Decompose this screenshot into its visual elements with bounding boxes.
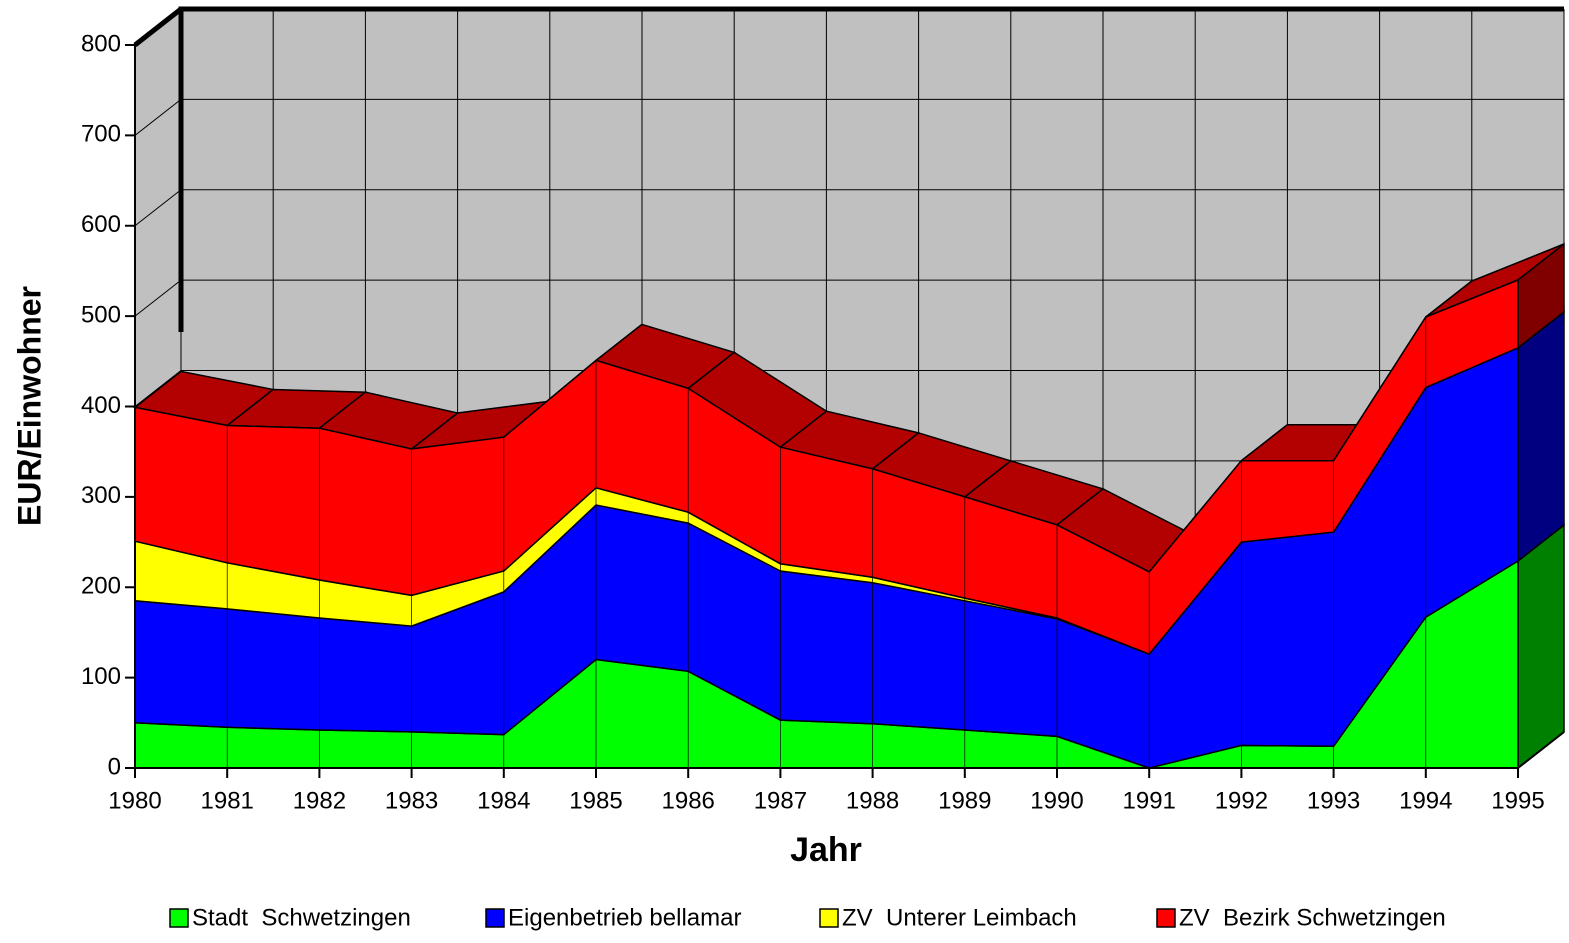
y-tick-label: 600 — [81, 211, 121, 238]
y-tick-label: 800 — [81, 30, 121, 57]
y-tick-label: 0 — [108, 753, 121, 780]
y-tick-label: 700 — [81, 121, 121, 148]
y-tick-label: 300 — [81, 482, 121, 509]
legend-label: Eigenbetrieb bellamar — [508, 904, 741, 931]
x-tick-label: 1995 — [1491, 787, 1544, 814]
y-tick-label: 500 — [81, 301, 121, 328]
x-tick-label: 1983 — [385, 787, 438, 814]
x-tick-label: 1985 — [569, 787, 622, 814]
y-tick-label: 200 — [81, 573, 121, 600]
side-face — [1517, 310, 1565, 563]
legend-swatch — [169, 908, 189, 928]
side-grid-line — [134, 98, 182, 136]
x-tick-label: 1982 — [293, 787, 346, 814]
legend-swatch — [485, 908, 505, 928]
x-axis-title: Jahr — [790, 831, 862, 869]
x-tick-label: 1994 — [1399, 787, 1452, 814]
x-tick-label: 1991 — [1123, 787, 1176, 814]
x-tick-label: 1992 — [1215, 787, 1268, 814]
legend-swatch — [1156, 908, 1176, 928]
x-tick-label: 1984 — [477, 787, 530, 814]
y-axis-title: EUR/Einwohner — [11, 286, 47, 526]
x-tick-label: 1986 — [662, 787, 715, 814]
side-face — [1517, 523, 1565, 770]
legend-label: ZV Bezirk Schwetzingen — [1179, 904, 1446, 931]
frame — [133, 7, 183, 47]
x-tick-label: 1990 — [1030, 787, 1083, 814]
legend-label: ZV Unterer Leimbach — [842, 904, 1077, 931]
x-tick-label: 1987 — [754, 787, 807, 814]
x-tick-label: 1988 — [846, 787, 899, 814]
y-tick-label: 400 — [81, 392, 121, 419]
x-tick-label: 1980 — [108, 787, 161, 814]
legend-swatch — [819, 908, 839, 928]
x-tick-label: 1993 — [1307, 787, 1360, 814]
x-tick-label: 1981 — [201, 787, 254, 814]
side-grid-line — [134, 279, 182, 317]
y-tick-label: 100 — [81, 663, 121, 690]
area — [134, 278, 1519, 655]
side-grid-line — [134, 189, 182, 227]
legend-label: Stadt Schwetzingen — [192, 904, 411, 931]
x-axis-depth — [1517, 731, 1565, 769]
x-tick-label: 1989 — [938, 787, 991, 814]
